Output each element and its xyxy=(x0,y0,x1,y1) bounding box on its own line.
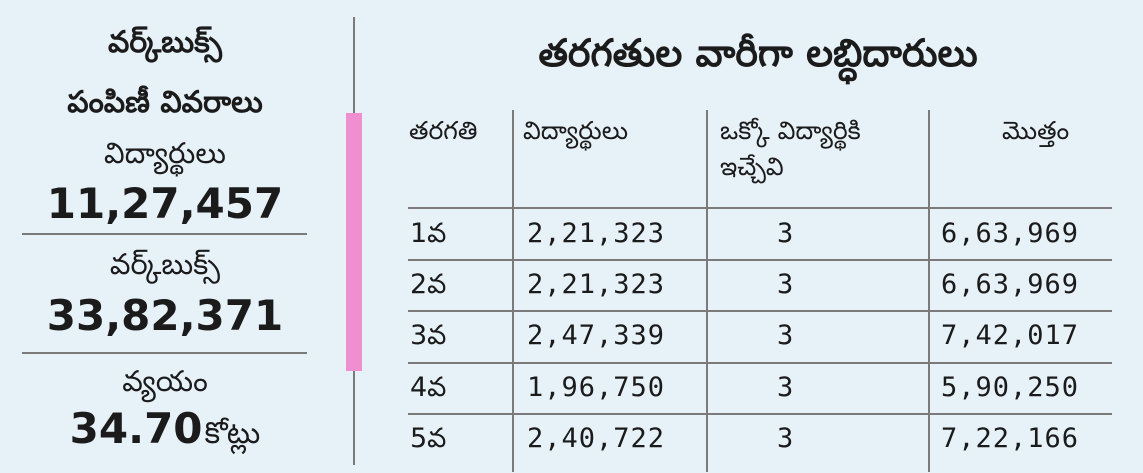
summary-title-line2: పంపిణీ వివరాలు xyxy=(67,85,263,120)
table-row-divider xyxy=(408,362,1112,364)
summary-divider-1 xyxy=(22,233,307,235)
table-cell-class: 2వ xyxy=(410,269,447,300)
header-total: మొత్తం xyxy=(1002,116,1070,145)
table-row-divider xyxy=(408,413,1112,415)
table-col-divider-1 xyxy=(512,110,514,472)
cost-unit: కోట్లు xyxy=(204,416,261,451)
header-per-student: ఒక్కో విద్యార్థికి ఇచ్చేవి xyxy=(720,113,861,186)
table-row-divider xyxy=(408,207,1112,209)
table-cell-class: 1వ xyxy=(410,218,447,249)
workbooks-label: వర్క్‌బుక్స్‌ xyxy=(109,247,221,281)
workbooks-value: 33,82,371 xyxy=(46,291,284,340)
summary-title-line1: వర్క్‌బుక్స్‌ xyxy=(108,25,222,60)
table-row-divider xyxy=(408,259,1112,261)
summary-divider-2 xyxy=(22,352,307,354)
table-cell-total: 7,22,166 xyxy=(941,423,1080,454)
table-row-divider xyxy=(408,310,1112,312)
summary-panel: వర్క్‌బుక్స్‌ పంపిణీ వివరాలు విద్యార్థుల… xyxy=(0,0,330,473)
cost-label: వ్యయం xyxy=(122,364,208,398)
table-col-divider-3 xyxy=(928,110,930,472)
table-cell-students: 2,47,339 xyxy=(527,320,666,351)
table-col-divider-2 xyxy=(706,110,708,472)
table-cell-students: 1,96,750 xyxy=(527,372,666,403)
header-per-student-line1: ఒక్కో విద్యార్థికి xyxy=(720,116,861,145)
table-cell-students: 2,40,722 xyxy=(527,423,666,454)
table-title: తరగతుల వారీగా లబ్ధిదారులు xyxy=(538,31,978,75)
table-cell-students: 2,21,323 xyxy=(527,218,666,249)
table-cell-per-student: 3 xyxy=(777,218,795,249)
table-cell-class: 5వ xyxy=(410,423,447,454)
students-label: విద్యార్థులు xyxy=(104,136,226,170)
cost-value: 34.70 xyxy=(69,404,203,453)
table-cell-per-student: 3 xyxy=(777,423,795,454)
table-cell-per-student: 3 xyxy=(777,320,795,351)
table-cell-class: 3వ xyxy=(410,320,447,351)
table-cell-students: 2,21,323 xyxy=(527,269,666,300)
table-cell-total: 7,42,017 xyxy=(941,320,1080,351)
table-cell-total: 5,90,250 xyxy=(941,372,1080,403)
table-cell-per-student: 3 xyxy=(777,269,795,300)
header-class: తరగతి xyxy=(409,116,478,145)
header-per-student-line2: ఇచ్చేవి xyxy=(720,152,784,182)
students-value: 11,27,457 xyxy=(46,179,284,228)
table-cell-per-student: 3 xyxy=(777,372,795,403)
table-cell-class: 4వ xyxy=(410,372,447,403)
accent-bar xyxy=(346,113,362,371)
header-students: విద్యార్థులు xyxy=(523,116,629,145)
table-cell-total: 6,63,969 xyxy=(941,269,1080,300)
table-cell-total: 6,63,969 xyxy=(941,218,1080,249)
cost-line: 34.70కోట్లు xyxy=(0,408,330,450)
